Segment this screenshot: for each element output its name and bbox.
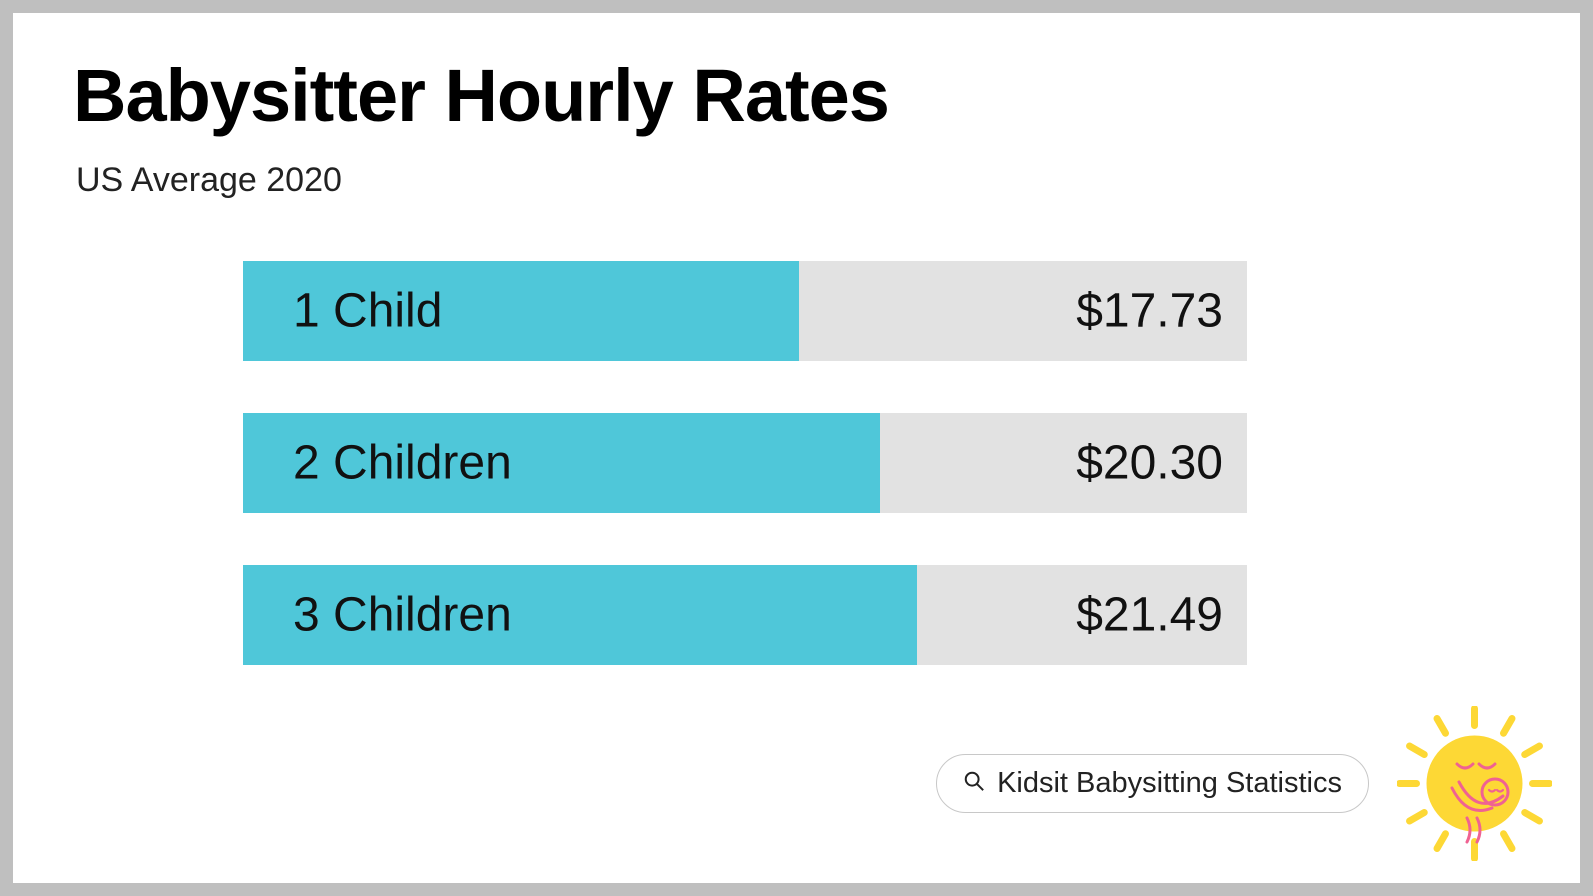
bar-row: 1 Child $17.73 bbox=[243, 261, 1247, 361]
bar-value: $20.30 bbox=[1076, 436, 1223, 491]
source-pill: Kidsit Babysitting Statistics bbox=[936, 754, 1369, 813]
bar-label: 1 Child bbox=[293, 284, 442, 339]
footer: Kidsit Babysitting Statistics bbox=[936, 706, 1552, 861]
bar-row: 3 Children $21.49 bbox=[243, 565, 1247, 665]
bar-label: 3 Children bbox=[293, 588, 512, 643]
bar-value: $21.49 bbox=[1076, 588, 1223, 643]
search-icon bbox=[963, 767, 985, 800]
kidsit-logo bbox=[1397, 706, 1552, 861]
bar-row: 2 Children $20.30 bbox=[243, 413, 1247, 513]
bar-label: 2 Children bbox=[293, 436, 512, 491]
rates-bar-chart: 1 Child $17.73 2 Children $20.30 3 Children $… bbox=[243, 261, 1247, 665]
source-pill-label: Kidsit Babysitting Statistics bbox=[997, 767, 1342, 800]
page-title: Babysitter Hourly Rates bbox=[73, 53, 889, 138]
bar-value: $17.73 bbox=[1076, 284, 1223, 339]
page-subtitle: US Average 2020 bbox=[76, 161, 342, 200]
card: Babysitter Hourly Rates US Average 2020 … bbox=[13, 13, 1580, 883]
